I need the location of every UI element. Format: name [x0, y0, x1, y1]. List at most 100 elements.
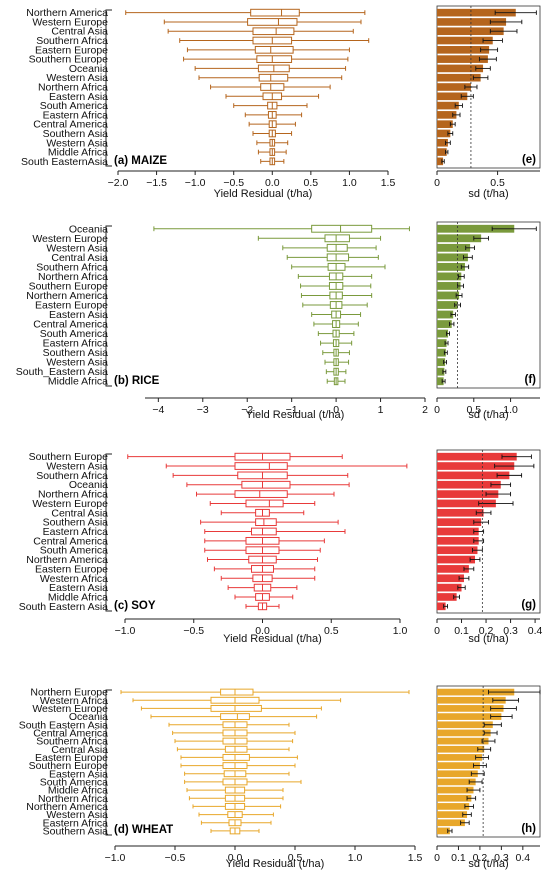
sd-x-tick-label: 0 [434, 852, 440, 864]
sd-bar [437, 253, 468, 262]
x-tick-label: 0.5 [288, 852, 303, 864]
x-tick-label: 1 [378, 404, 384, 416]
x-tick-label: 0.0 [265, 177, 280, 189]
sd-bar [437, 786, 474, 794]
category-label: Oceania [69, 479, 108, 491]
category-label: Eastern Europe [35, 563, 108, 575]
sd-bar [437, 705, 504, 712]
box [250, 8, 300, 17]
category-label: Northern Africa [38, 793, 108, 805]
sd-x-tick-label: 0.5 [490, 177, 505, 189]
box [210, 704, 262, 712]
category-label: Eastern Africa [43, 526, 109, 538]
sd-bar [437, 329, 449, 338]
panel-label: (b) RICE [114, 375, 160, 387]
sd-bar [437, 490, 499, 498]
x-tick-label: −2.0 [108, 177, 129, 189]
sd-x-axis-label: sd (t/ha) [468, 188, 508, 200]
x-tick-label: −1.0 [115, 625, 136, 637]
category-label: Eastern Europe [35, 44, 108, 56]
sd-bar [437, 348, 446, 357]
category-label: South Eastern Asia [19, 719, 108, 731]
sd-bar [437, 778, 476, 786]
category-label: Western Europe [32, 703, 108, 715]
category-label: Northern America [26, 290, 108, 302]
box [324, 234, 350, 243]
sd-bar [437, 811, 468, 818]
category-label: Central America [33, 727, 108, 739]
sd-panel-label: (h) [521, 823, 536, 835]
sd-bar [437, 518, 482, 526]
category-label: Middle Africa [48, 785, 108, 797]
category-label: Middle Africa [48, 591, 108, 603]
sd-x-tick-label: 0.3 [503, 625, 518, 637]
y-axis-bracket [105, 9, 112, 167]
sd-bar [437, 819, 465, 827]
sd-bar [437, 602, 446, 611]
y-axis-bracket [105, 453, 112, 612]
sd-bar [437, 101, 459, 110]
x-tick-label: 1.5 [381, 177, 396, 189]
sd-bar [437, 358, 446, 367]
panel-label: (a) MAIZE [114, 155, 167, 167]
sd-bar [437, 770, 478, 778]
category-label: Middle Africa [48, 376, 108, 388]
sd-bar [437, 713, 502, 720]
box [311, 224, 373, 233]
box [224, 745, 248, 753]
sd-bar [437, 452, 517, 461]
category-label: Western Asia [46, 137, 108, 149]
category-label: Western Europe [32, 233, 108, 245]
x-tick-label: 1.5 [408, 852, 423, 864]
sd-x-tick-label: 0.1 [454, 625, 469, 637]
sd-bar [437, 301, 458, 309]
category-label: Eastern Africa [43, 109, 109, 121]
category-label: Oceania [69, 223, 108, 235]
sd-x-tick-label: 0.5 [466, 404, 481, 416]
sd-bar [437, 148, 447, 156]
category-label: Central Asia [51, 252, 108, 264]
category-label: South America [40, 328, 108, 340]
category-label: Southern Europe [29, 54, 109, 66]
category-label: Southern Africa [36, 261, 108, 273]
sd-panel-label: (f) [525, 374, 537, 386]
sd-x-tick-label: 0.2 [479, 625, 494, 637]
category-label: Northern Africa [38, 82, 108, 94]
category-label: Southern Asia [43, 347, 109, 359]
category-label: Western Africa [40, 695, 108, 707]
x-tick-label: −1 [286, 404, 298, 416]
sd-bar [437, 46, 490, 54]
box [326, 243, 348, 252]
box [260, 83, 285, 91]
sd-bar [437, 508, 484, 517]
sd-x-axis-label: sd (t/ha) [468, 409, 508, 421]
sd-bar [437, 243, 471, 252]
x-tick-label: −0.5 [183, 625, 204, 637]
sd-bar [437, 157, 444, 166]
box [220, 713, 250, 721]
category-label: Southern Asia [43, 825, 109, 837]
category-label: Western Europe [32, 498, 108, 510]
sd-bar [437, 320, 452, 328]
category-label: Eastern Europe [35, 300, 108, 312]
category-label: Southern Asia [43, 517, 109, 529]
y-axis-bracket [105, 689, 112, 836]
x-tick-label: −1.0 [105, 852, 126, 864]
category-label: Oceania [69, 711, 108, 723]
category-label: South Eastern Asia [19, 601, 108, 613]
box [326, 253, 350, 262]
box [245, 499, 284, 508]
sd-panel-label: (e) [522, 154, 536, 166]
x-tick-label: 0.5 [324, 625, 339, 637]
sd-x-tick-label: 1.0 [503, 404, 518, 416]
sd-bar [437, 18, 507, 26]
box [241, 480, 291, 489]
sd-bar [437, 754, 483, 761]
sd-x-tick-label: 0 [434, 625, 440, 637]
box [256, 55, 293, 63]
sd-bar [437, 224, 515, 233]
category-label: Central Asia [51, 507, 108, 519]
sd-bar [437, 138, 448, 147]
